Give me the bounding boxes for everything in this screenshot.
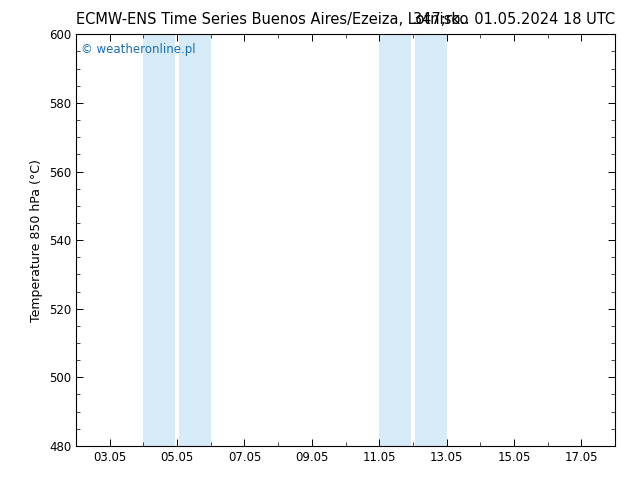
Text: © weatheronline.pl: © weatheronline.pl (81, 43, 196, 55)
Y-axis label: Temperature 850 hPa (°C): Temperature 850 hPa (°C) (30, 159, 43, 321)
Bar (143, 34, 176, 446)
Text: ECMW-ENS Time Series Buenos Aires/Ezeiza, Lotnisko: ECMW-ENS Time Series Buenos Aires/Ezeiza… (76, 12, 469, 27)
Bar (415, 34, 446, 446)
Bar (379, 34, 411, 446)
Text: 347;ro.. 01.05.2024 18 UTC: 347;ro.. 01.05.2024 18 UTC (413, 12, 615, 27)
Bar (179, 34, 210, 446)
